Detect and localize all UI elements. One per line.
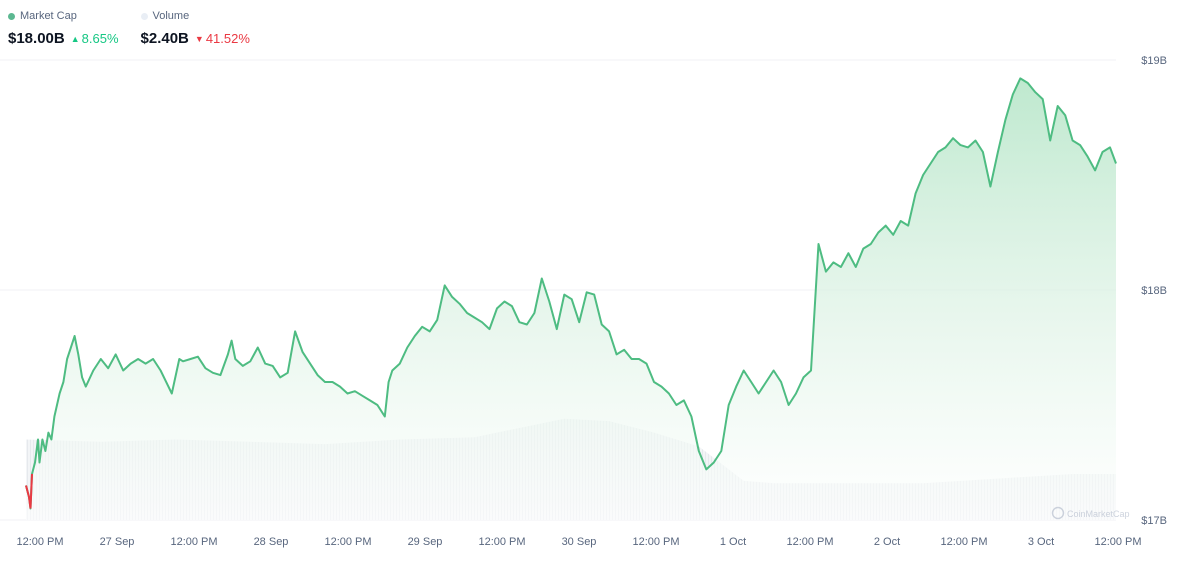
legend-volume[interactable]: Volume: [140, 8, 250, 24]
watermark: CoinMarketCap: [1051, 506, 1130, 520]
y-tick-label: $18B: [1141, 285, 1167, 297]
y-axis: $19B $18B $17B: [1141, 55, 1167, 527]
market-cap-dot-icon: [8, 12, 15, 20]
watermark-text: CoinMarketCap: [1067, 509, 1130, 519]
market-cap-stat[interactable]: Market Cap $18.00B ▲ 8.65%: [8, 8, 119, 47]
x-axis: 12:00 PM 27 Sep 12:00 PM 28 Sep 12:00 PM 29 S…: [16, 536, 1141, 548]
market-cap-legend-label: Market Cap: [20, 10, 77, 22]
volume-stat[interactable]: Volume $2.40B ▼ 41.52%: [140, 8, 250, 47]
y-tick-label: $19B: [1141, 55, 1167, 67]
volume-legend-label: Volume: [152, 10, 190, 22]
caret-up-icon: ▲: [70, 33, 80, 44]
legend-market-cap[interactable]: Market Cap: [8, 8, 119, 24]
x-tick-label: 12:00 PM: [1094, 536, 1141, 548]
market-cap-value: $18.00B: [8, 30, 65, 47]
x-tick-label: 12:00 PM: [324, 536, 371, 548]
x-tick-label: 27 Sep: [100, 536, 135, 548]
market-cap-change-value: 8.65%: [81, 31, 119, 46]
volume-change-value: 41.52%: [205, 31, 250, 46]
volume-dot-icon: [140, 12, 148, 20]
x-tick-label: 12:00 PM: [170, 536, 217, 548]
x-tick-label: 3 Oct: [1028, 536, 1054, 548]
x-tick-label: 12:00 PM: [786, 536, 833, 548]
market-cap-change: ▲ 8.65%: [71, 31, 119, 46]
x-tick-label: 1 Oct: [720, 536, 746, 548]
x-tick-label: 12:00 PM: [478, 536, 525, 548]
market-cap-line[interactable]: [25, 77, 1117, 510]
x-tick-label: 29 Sep: [408, 536, 443, 548]
x-tick-label: 12:00 PM: [632, 536, 679, 548]
y-tick-label: $17B: [1141, 515, 1167, 527]
caret-down-icon: ▼: [194, 33, 204, 44]
volume-value: $2.40B: [140, 30, 189, 47]
x-tick-label: 2 Oct: [874, 536, 900, 548]
x-tick-label: 30 Sep: [562, 536, 597, 548]
market-cap-line-negative: [25, 473, 33, 509]
x-tick-label: 12:00 PM: [16, 536, 63, 548]
x-tick-label: 28 Sep: [254, 536, 289, 548]
coinmarketcap-logo-icon: [1051, 506, 1065, 520]
stats-header: Market Cap $18.00B ▲ 8.65% Volume $2.40B…: [8, 8, 250, 47]
x-tick-label: 12:00 PM: [940, 536, 987, 548]
volume-change: ▼ 41.52%: [195, 31, 250, 46]
